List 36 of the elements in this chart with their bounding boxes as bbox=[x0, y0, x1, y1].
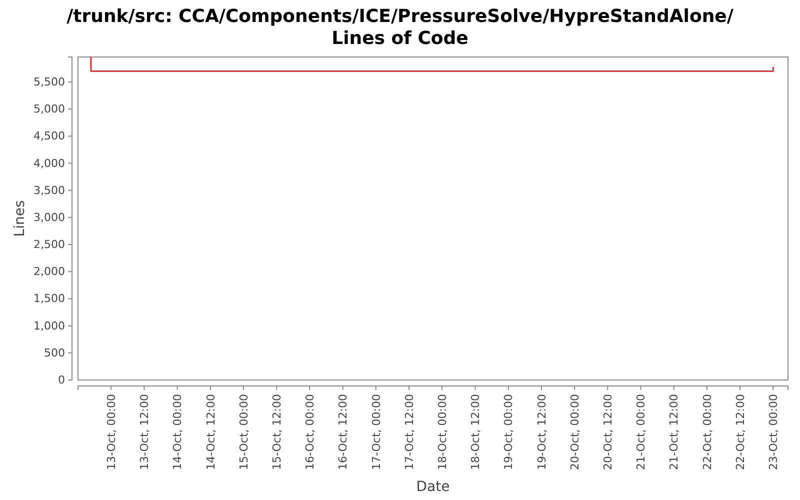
x-tick-label: 15-Oct, 00:00 bbox=[237, 394, 250, 470]
x-tick-label: 22-Oct, 12:00 bbox=[734, 394, 747, 470]
y-tick-label: 3,000 bbox=[34, 210, 65, 224]
y-tick-label: 2,500 bbox=[34, 238, 65, 252]
x-tick-label: 19-Oct, 12:00 bbox=[535, 394, 548, 470]
x-tick-label: 21-Oct, 12:00 bbox=[668, 394, 681, 470]
x-tick-label: 18-Oct, 00:00 bbox=[436, 394, 449, 470]
y-tick-label: 5,500 bbox=[34, 75, 65, 88]
y-tick-label: 2,000 bbox=[34, 265, 65, 278]
x-tick-label: 22-Oct, 00:00 bbox=[700, 394, 714, 470]
x-tick-label: 18-Oct, 12:00 bbox=[469, 394, 482, 470]
chart-title: /trunk/src: CCA/Components/ICE/PressureSolve/HypreStandAlone/ Lines of Code bbox=[66, 6, 734, 49]
x-axis-title: Date bbox=[416, 479, 450, 495]
x-tick-label: 17-Oct, 00:00 bbox=[370, 394, 383, 470]
y-tick-label: 5,000 bbox=[34, 102, 65, 116]
x-tick-label: 21-Oct, 00:00 bbox=[634, 394, 648, 470]
x-tick-label: 20-Oct, 00:00 bbox=[568, 394, 582, 470]
x-tick-label: 19-Oct, 00:00 bbox=[502, 394, 516, 470]
y-tick-label: 0 bbox=[58, 374, 65, 387]
x-tick-label: 23-Oct, 00:00 bbox=[766, 394, 780, 470]
x-tick-label: 13-Oct, 00:00 bbox=[104, 394, 118, 470]
x-tick-label: 15-Oct, 12:00 bbox=[270, 394, 284, 470]
y-tick-label: 500 bbox=[44, 346, 65, 360]
x-tick-label: 14-Oct, 00:00 bbox=[171, 394, 184, 470]
y-tick-label: 1,000 bbox=[34, 319, 65, 332]
y-tick-label: 3,500 bbox=[34, 184, 65, 197]
y-tick-label: 4,000 bbox=[34, 156, 65, 170]
x-tick-label: 13-Oct, 12:00 bbox=[138, 394, 152, 470]
x-tick-label: 20-Oct, 12:00 bbox=[601, 394, 614, 470]
x-tick-label: 14-Oct, 12:00 bbox=[204, 394, 218, 470]
y-axis-title: Lines bbox=[12, 200, 28, 237]
x-tick-label: 16-Oct, 12:00 bbox=[336, 394, 350, 470]
x-tick-label: 17-Oct, 12:00 bbox=[402, 394, 416, 470]
y-tick-label: 4,500 bbox=[34, 130, 65, 143]
y-tick-label: 1,500 bbox=[34, 292, 65, 306]
x-tick-label: 16-Oct, 00:00 bbox=[304, 394, 317, 470]
